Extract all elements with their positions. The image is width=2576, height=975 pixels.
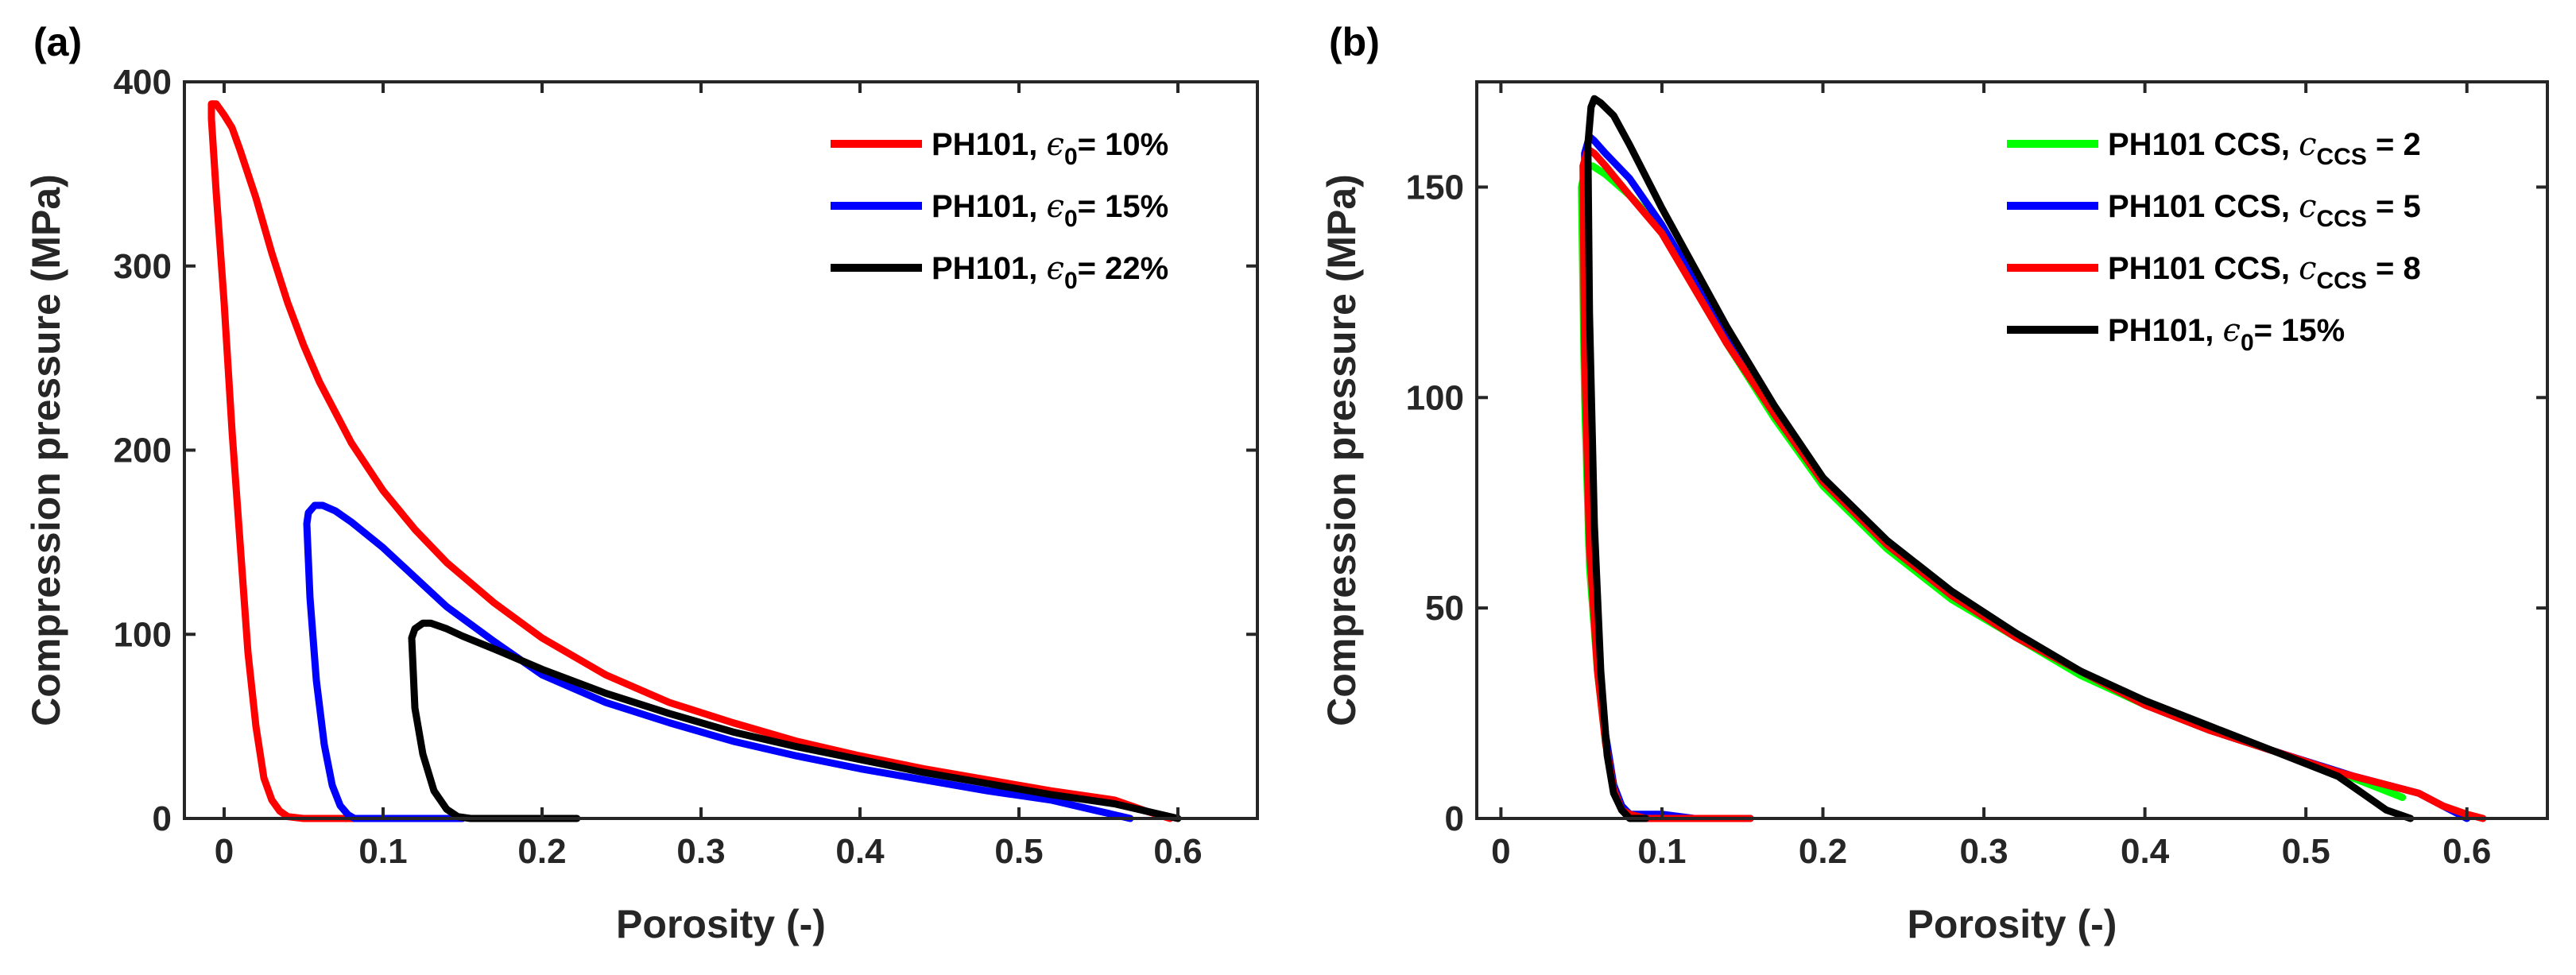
y-axis-label: Compression pressure (MPa): [24, 174, 68, 726]
series-line-1: [1581, 133, 2471, 822]
series-line-0: [207, 100, 1174, 822]
panel-label: (a): [33, 20, 82, 64]
legend-entry-1: PH101 CCS, cCCS = 5: [2108, 188, 2421, 232]
legend-subscript: CCS: [2317, 206, 2367, 232]
y-tick-label: 50: [1425, 589, 1464, 628]
legend-subscript: CCS: [2317, 144, 2367, 170]
y-tick-label: 300: [114, 247, 172, 286]
y-tick-label: 0: [1445, 799, 1464, 838]
legend-entry-2: PH101, ϵ0= 22%: [932, 250, 1168, 294]
legend-symbol: ϵ: [1047, 126, 1064, 163]
legend-prefix: PH101,: [932, 251, 1047, 286]
series-line-3: [1584, 95, 2415, 822]
x-tick-label: 0.1: [358, 832, 407, 871]
legend-subscript: 0: [2241, 330, 2254, 356]
legend-entry-0: PH101, ϵ0= 10%: [932, 126, 1168, 170]
legend-subscript: CCS: [2317, 268, 2367, 294]
x-tick-label: 0.2: [1799, 832, 1847, 871]
x-tick-label: 0.5: [994, 832, 1043, 871]
legend-prefix: PH101 CCS,: [2108, 189, 2299, 224]
y-tick-label: 100: [1406, 378, 1464, 417]
y-tick-label: 400: [114, 63, 172, 102]
legend-subscript: 0: [1064, 268, 1078, 294]
legend-symbol: ϵ: [1047, 188, 1064, 225]
x-tick-label: 0.4: [835, 832, 885, 871]
x-tick-label: 0.4: [2121, 832, 2170, 871]
legend-prefix: PH101,: [932, 189, 1047, 224]
legend-symbol: ϵ: [1047, 250, 1064, 287]
legend: PH101, ϵ0= 10%PH101, ϵ0= 15%PH101, ϵ0= 2…: [831, 126, 1168, 294]
x-tick-label: 0.5: [2282, 832, 2330, 871]
panel-label: (b): [1329, 20, 1380, 64]
panel-b: (b) 0 0.1 0.2 0.3 0.4 0.5 0.6 0 50 100 150 Porosity …: [1319, 20, 2549, 946]
x-tick-label: 0.6: [1153, 832, 1202, 871]
series-line-2: [1579, 145, 2487, 822]
series-lines: [1578, 95, 2487, 822]
panel-a: (a) 0 0.1 0.2 0.3 0.4 0.5 0.6 0 100 200 300 400 Poros…: [24, 20, 1259, 946]
series-lines: [207, 100, 1182, 822]
legend-entry-1: PH101, ϵ0= 15%: [932, 188, 1168, 232]
legend-suffix: = 22%: [1078, 251, 1169, 286]
x-tick-label: 0.3: [1959, 832, 2008, 871]
legend-entry-3: PH101, ϵ0= 15%: [2108, 312, 2345, 356]
y-axis-label: Compression pressure (MPa): [1319, 174, 1364, 726]
legend-prefix: PH101 CCS,: [2108, 127, 2299, 162]
y-tick-label: 0: [153, 799, 172, 838]
legend-prefix: PH101,: [2108, 313, 2223, 348]
legend-suffix: = 15%: [1078, 189, 1169, 224]
legend-suffix: = 5: [2367, 189, 2421, 224]
legend-subscript: 0: [1064, 144, 1078, 170]
x-tick-label: 0.1: [1637, 832, 1686, 871]
legend-suffix: = 15%: [2254, 313, 2346, 348]
legend-prefix: PH101,: [932, 127, 1047, 162]
y-tick-label: 100: [114, 615, 172, 654]
legend-suffix: = 10%: [1078, 127, 1169, 162]
series-line-1: [303, 501, 1134, 822]
legend-entry-0: PH101 CCS, cCCS = 2: [2108, 126, 2421, 170]
x-tick-label: 0: [215, 832, 234, 871]
legend-symbol: ϵ: [2223, 312, 2241, 349]
legend-prefix: PH101 CCS,: [2108, 251, 2299, 286]
y-tick-label: 150: [1406, 168, 1464, 207]
x-tick-label: 0.2: [517, 832, 566, 871]
series-line-2: [408, 619, 1182, 822]
legend-symbol: c: [2299, 126, 2316, 163]
x-tick-label: 0.3: [676, 832, 725, 871]
legend-suffix: = 8: [2367, 251, 2421, 286]
x-axis-label: Porosity (-): [1908, 902, 2117, 946]
legend-symbol: c: [2299, 250, 2316, 287]
x-tick-label: 0.6: [2442, 832, 2491, 871]
legend-suffix: = 2: [2367, 127, 2421, 162]
x-axis-label: Porosity (-): [616, 902, 826, 946]
legend-symbol: c: [2299, 188, 2316, 225]
plot-area-frame: [1475, 80, 2549, 820]
legend-entry-2: PH101 CCS, cCCS = 8: [2108, 250, 2421, 294]
x-tick-label: 0: [1491, 832, 1510, 871]
y-tick-label: 200: [114, 431, 172, 470]
legend-subscript: 0: [1064, 206, 1078, 232]
